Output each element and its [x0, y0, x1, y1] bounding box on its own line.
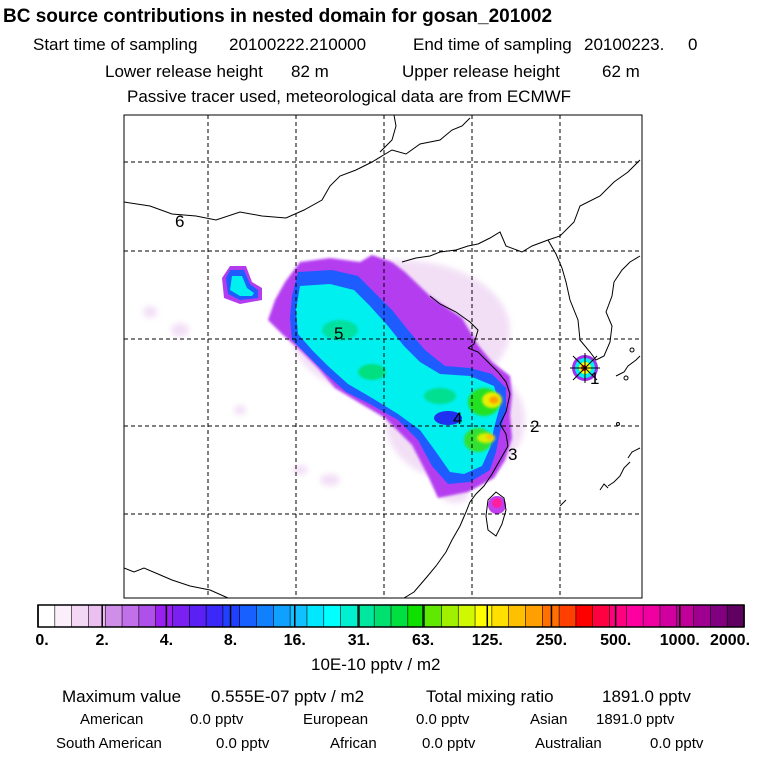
colorbar-swatch [491, 605, 510, 627]
colorbar-swatch [407, 605, 426, 627]
colorbar-swatch [676, 605, 694, 627]
colorbar-swatch [592, 605, 610, 627]
start-time-value: 20100222.210000 [229, 35, 367, 54]
colorbar-swatch [357, 605, 375, 627]
colorbar-swatch [693, 605, 711, 627]
end-time-value: 20100223. 0 [584, 35, 698, 54]
colorbar-swatch [340, 605, 358, 627]
colorbar-swatch [88, 605, 106, 627]
colorbar-swatches [38, 605, 745, 627]
colorbar-swatch [306, 605, 325, 627]
region-label-5: 5 [334, 324, 343, 343]
region-value-asian: 1891.0 pptv [596, 711, 675, 728]
total-mixing-value: 1891.0 pptv [602, 687, 691, 706]
colorbar-tick-label: 8. [224, 632, 237, 649]
colorbar-swatch [138, 605, 157, 627]
colorbar-swatch [105, 605, 123, 627]
region-value-south-american: 0.0 pptv [216, 735, 270, 752]
colorbar-swatch [273, 605, 291, 627]
colorbar-swatch [290, 605, 308, 627]
region-name-american: American [80, 711, 144, 728]
colorbar-swatch [626, 605, 644, 627]
colorbar-ticks [37, 605, 745, 627]
map-title: BC source contributions in nested domain… [3, 6, 553, 27]
colorbar-swatch [222, 605, 241, 627]
colorbar-swatch [643, 605, 661, 627]
region-name-asian: Asian [530, 711, 568, 728]
colorbar-tick-label: 31. [348, 632, 370, 649]
plume-hotspots [477, 392, 502, 443]
colorbar-swatch [155, 605, 173, 627]
coastlines [124, 115, 641, 598]
colorbar-swatch [122, 605, 140, 627]
region-name-australian: Australian [535, 735, 602, 752]
colorbar-tick-label: 250. [536, 632, 567, 649]
colorbar-swatch [559, 605, 577, 627]
graticule [124, 115, 642, 598]
region-name-african: African [330, 735, 377, 752]
colorbar-swatch [508, 605, 526, 627]
colorbar-swatch [525, 605, 543, 627]
plume-blue-dip [434, 411, 462, 425]
upper-release-value: 62 m [602, 62, 640, 81]
colorbar-tick-label: 2000. [710, 632, 750, 649]
colorbar-swatch [727, 605, 745, 627]
region-value-african: 0.0 pptv [422, 735, 476, 752]
colorbar-swatch [323, 605, 341, 627]
colorbar-swatch [54, 605, 73, 627]
plume-taiwan [488, 496, 506, 514]
region-name-south-american: South American [56, 735, 162, 752]
colorbar-swatch [189, 605, 207, 627]
receptor-marker [570, 353, 600, 383]
colorbar-unit: 10E-10 pptv / m2 [311, 655, 441, 674]
colorbar-swatch [38, 605, 56, 627]
colorbar-tick-label: 500. [600, 632, 631, 649]
end-time-label: End time of sampling [413, 35, 572, 54]
start-time-label: Start time of sampling [33, 35, 198, 54]
region-label-6: 6 [175, 212, 184, 231]
region-label-3: 3 [508, 445, 517, 464]
colorbar-swatch [659, 605, 678, 627]
colorbar-swatch [424, 605, 442, 627]
max-value: 0.555E-07 pptv / m2 [211, 687, 365, 706]
colorbar-swatch [256, 605, 274, 627]
colorbar-swatch [609, 605, 627, 627]
colorbar-tick-label: 63. [412, 632, 434, 649]
tracer-note: Passive tracer used, meteorological data… [127, 87, 572, 106]
colorbar-swatch [710, 605, 728, 627]
region-value-australian: 0.0 pptv [650, 735, 704, 752]
max-value-label: Maximum value [62, 687, 182, 706]
colorbar-tick-label: 1000. [660, 632, 700, 649]
region-label-2: 2 [530, 417, 539, 436]
region-value-american: 0.0 pptv [190, 711, 244, 728]
colorbar-swatch [206, 605, 224, 627]
total-mixing-label: Total mixing ratio [426, 687, 554, 706]
region-name-european: European [303, 711, 369, 728]
colorbar-swatch [239, 605, 257, 627]
map-frame [123, 114, 643, 599]
colorbar-swatch [71, 605, 89, 627]
upper-release-label: Upper release height [402, 62, 560, 81]
colorbar-swatch [374, 605, 392, 627]
colorbar-tick-label: 0. [35, 632, 48, 649]
colorbar-tick-label: 125. [472, 632, 503, 649]
colorbar-tick-label: 16. [284, 632, 306, 649]
colorbar-swatch [172, 605, 190, 627]
colorbar-swatch [441, 605, 459, 627]
colorbar-swatch [391, 605, 409, 627]
plume-cyan-nw [230, 276, 254, 296]
colorbar-swatch [475, 605, 493, 627]
region-label-4: 4 [453, 409, 462, 428]
colorbar-tick-label: 2. [96, 632, 109, 649]
lower-release-value: 82 m [291, 62, 329, 81]
colorbar-swatch [458, 605, 476, 627]
lower-release-label: Lower release height [105, 62, 263, 81]
region-value-european: 0.0 pptv [416, 711, 470, 728]
colorbar-tick-label: 4. [160, 632, 173, 649]
region-label-1: 1 [590, 369, 599, 388]
colorbar-swatch [575, 605, 594, 627]
